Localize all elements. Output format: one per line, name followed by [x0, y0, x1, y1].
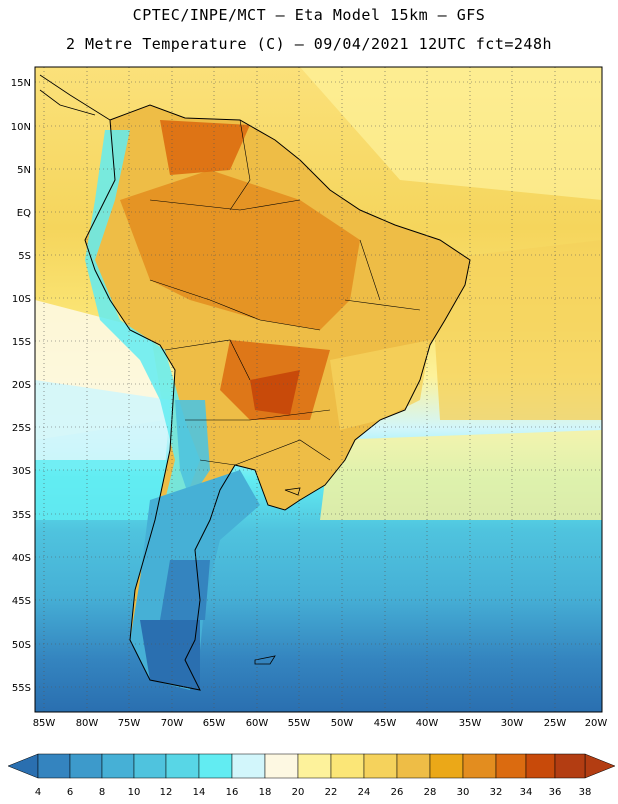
lon-label: 45W [374, 718, 397, 729]
colorbar-swatch [554, 753, 586, 779]
colorbar-swatch [165, 753, 200, 779]
colorbar-label: 16 [226, 787, 239, 798]
lat-label: 55S [12, 683, 31, 694]
colorbar-label: 12 [160, 787, 173, 798]
colorbar-swatch [264, 753, 299, 779]
colorbar-swatch [37, 753, 71, 779]
colorbar-swatch [330, 753, 365, 779]
temperature-field [35, 67, 602, 712]
lat-label: 10N [11, 122, 31, 133]
colorbar-swatch [363, 753, 398, 779]
lat-label: 10S [12, 294, 31, 305]
colorbar-label: 14 [193, 787, 206, 798]
lon-label: 55W [288, 718, 311, 729]
lon-label: 40W [416, 718, 439, 729]
colorbar-swatch [198, 753, 233, 779]
map-title-line1: CPTEC/INPE/MCT – Eta Model 15km – GFS [132, 6, 486, 24]
lon-label: 20W [585, 718, 608, 729]
lon-label: 35W [459, 718, 482, 729]
lat-label: 30S [12, 466, 31, 477]
lat-label: 45S [12, 596, 31, 607]
lon-label: 65W [203, 718, 226, 729]
colorbar-swatch [396, 753, 431, 779]
lat-label: EQ [17, 208, 31, 219]
lat-label: 25S [12, 423, 31, 434]
colorbar-label: 32 [490, 787, 503, 798]
colorbar-label: 10 [128, 787, 141, 798]
lat-label: 50S [12, 640, 31, 651]
colorbar: 4 6 8 10 12 14 16 18 20 22 24 26 28 30 3… [7, 753, 616, 798]
lon-label: 50W [331, 718, 354, 729]
colorbar-high-arrow [584, 753, 616, 779]
lat-label: 35S [12, 510, 31, 521]
lat-label: 5S [18, 251, 31, 262]
lon-label: 80W [76, 718, 99, 729]
colorbar-low-arrow [7, 753, 39, 779]
lon-label: 25W [544, 718, 567, 729]
colorbar-swatch [525, 753, 556, 779]
colorbar-swatch [69, 753, 103, 779]
colorbar-label: 8 [99, 787, 105, 798]
colorbar-swatch [495, 753, 527, 779]
colorbar-label: 36 [549, 787, 562, 798]
colorbar-swatch [133, 753, 167, 779]
colorbar-label: 6 [67, 787, 73, 798]
lon-label: 85W [33, 718, 56, 729]
lat-label: 20S [12, 380, 31, 391]
longitude-labels: 85W 80W 75W 70W 65W 60W 55W 50W 45W 40W … [33, 718, 608, 729]
colorbar-label: 18 [259, 787, 272, 798]
graticule [35, 67, 602, 712]
lon-label: 70W [161, 718, 184, 729]
colorbar-label: 26 [391, 787, 404, 798]
colorbar-swatch [297, 753, 332, 779]
colorbar-label: 38 [579, 787, 592, 798]
lon-label: 30W [501, 718, 524, 729]
colorbar-label: 34 [520, 787, 533, 798]
colorbar-label: 24 [358, 787, 371, 798]
colorbar-label: 22 [325, 787, 338, 798]
colorbar-swatch [462, 753, 497, 779]
colorbar-label: 4 [35, 787, 41, 798]
map-frame [34, 66, 603, 713]
lon-label: 60W [246, 718, 269, 729]
lat-label: 5N [17, 165, 31, 176]
lon-label: 75W [118, 718, 141, 729]
colorbar-label: 28 [424, 787, 437, 798]
lat-label: 40S [12, 553, 31, 564]
colorbar-swatch [231, 753, 266, 779]
map-title-line2: 2 Metre Temperature (C) – 09/04/2021 12U… [65, 35, 553, 53]
colorbar-label: 20 [292, 787, 305, 798]
colorbar-swatch [429, 753, 464, 779]
colorbar-label: 30 [457, 787, 470, 798]
lat-label: 15N [11, 78, 31, 89]
lat-label: 15S [12, 337, 31, 348]
latitude-labels: 15N 10N 5N EQ 5S 10S 15S 20S 25S 30S 35S… [11, 78, 31, 694]
colorbar-swatch [101, 753, 135, 779]
